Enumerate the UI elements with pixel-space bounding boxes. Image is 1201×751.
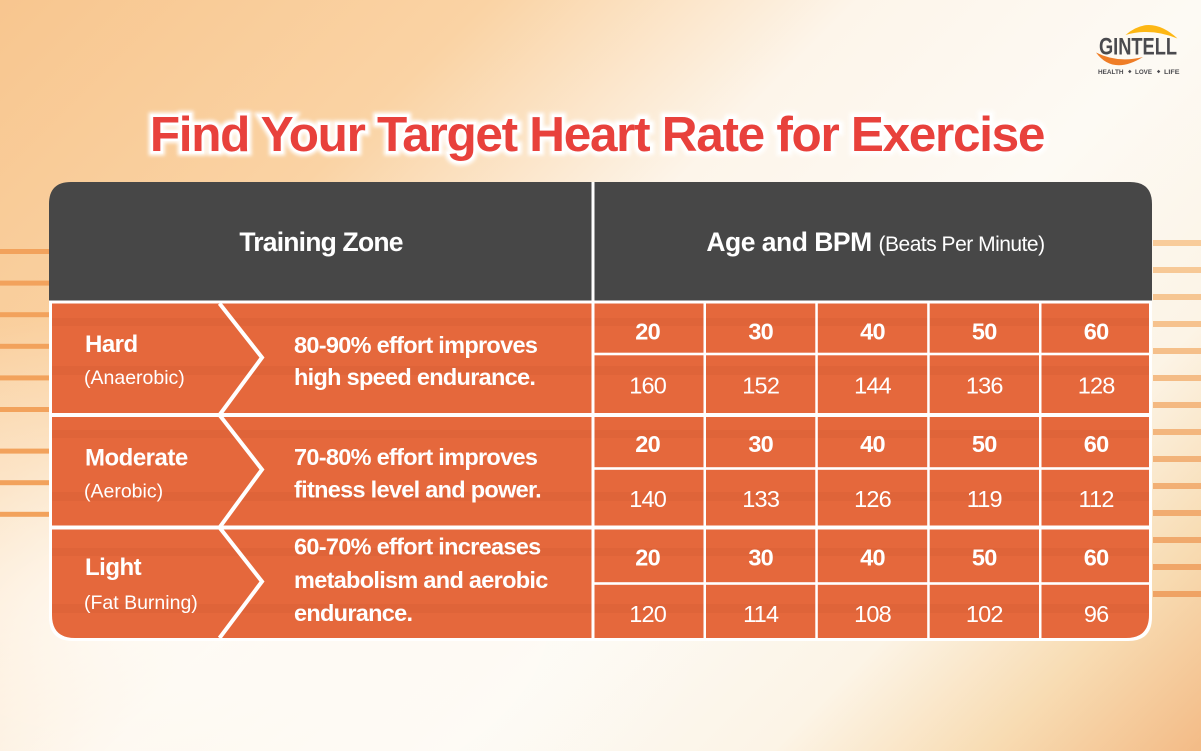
svg-text:metabolism and aerobic: metabolism and aerobic	[294, 567, 548, 593]
svg-text:112: 112	[1079, 486, 1114, 512]
svg-text:30: 30	[748, 545, 773, 571]
svg-text:Find Your Target Heart Rate fo: Find Your Target Heart Rate for Exercise	[150, 107, 1044, 162]
svg-text:40: 40	[860, 431, 885, 457]
svg-text:40: 40	[860, 545, 885, 571]
svg-text:20: 20	[635, 431, 660, 457]
svg-text:80-90% effort improves: 80-90% effort improves	[294, 332, 538, 358]
svg-text:30: 30	[748, 431, 773, 457]
svg-text:120: 120	[629, 601, 667, 627]
svg-text:Training Zone: Training Zone	[239, 227, 402, 257]
svg-text:60-70% effort increases: 60-70% effort increases	[294, 534, 541, 560]
svg-text:50: 50	[972, 545, 997, 571]
svg-text:fitness level and power.: fitness level and power.	[294, 477, 541, 503]
svg-text:96: 96	[1084, 601, 1109, 627]
svg-text:60: 60	[1084, 431, 1109, 457]
svg-text:30: 30	[748, 319, 773, 345]
svg-text:50: 50	[972, 319, 997, 345]
svg-text:(Aerobic): (Aerobic)	[84, 481, 163, 503]
svg-text:114: 114	[743, 601, 779, 627]
svg-text:GINTELL: GINTELL	[1099, 35, 1177, 61]
svg-text:Find Your Target Heart Rate fo: Find Your Target Heart Rate for Exercise	[150, 107, 1044, 162]
svg-text:(Anaerobic): (Anaerobic)	[84, 367, 185, 389]
svg-text:60: 60	[1084, 319, 1109, 345]
svg-text:128: 128	[1078, 373, 1116, 399]
svg-text:50: 50	[972, 431, 997, 457]
svg-text:133: 133	[742, 486, 780, 512]
svg-text:endurance.: endurance.	[294, 600, 412, 626]
svg-text:Hard: Hard	[85, 331, 138, 358]
svg-text:Moderate: Moderate	[85, 445, 188, 472]
svg-text:119: 119	[967, 486, 1002, 512]
svg-text:Age and BPM (Beats Per Minute): Age and BPM (Beats Per Minute)	[706, 227, 1044, 257]
svg-text:high speed endurance.: high speed endurance.	[294, 364, 535, 390]
svg-text:160: 160	[629, 373, 667, 399]
svg-text:40: 40	[860, 319, 885, 345]
svg-text:152: 152	[742, 373, 779, 399]
svg-text:70-80% effort improves: 70-80% effort improves	[294, 444, 538, 470]
svg-text:144: 144	[854, 373, 892, 399]
svg-text:LIFE: LIFE	[1164, 69, 1180, 76]
svg-text:140: 140	[629, 486, 667, 512]
svg-text:108: 108	[854, 601, 892, 627]
svg-text:126: 126	[854, 486, 892, 512]
svg-text:60: 60	[1084, 545, 1109, 571]
svg-text:LOVE: LOVE	[1135, 69, 1153, 76]
svg-text:(Fat Burning): (Fat Burning)	[84, 592, 198, 614]
svg-text:HEALTH: HEALTH	[1098, 69, 1124, 76]
svg-text:Find Your Target Heart Rate fo: Find Your Target Heart Rate for Exercise	[150, 107, 1044, 162]
svg-text:Light: Light	[85, 554, 142, 581]
svg-text:136: 136	[966, 373, 1004, 399]
svg-text:20: 20	[635, 319, 660, 345]
svg-text:20: 20	[635, 545, 660, 571]
svg-text:102: 102	[966, 601, 1003, 627]
